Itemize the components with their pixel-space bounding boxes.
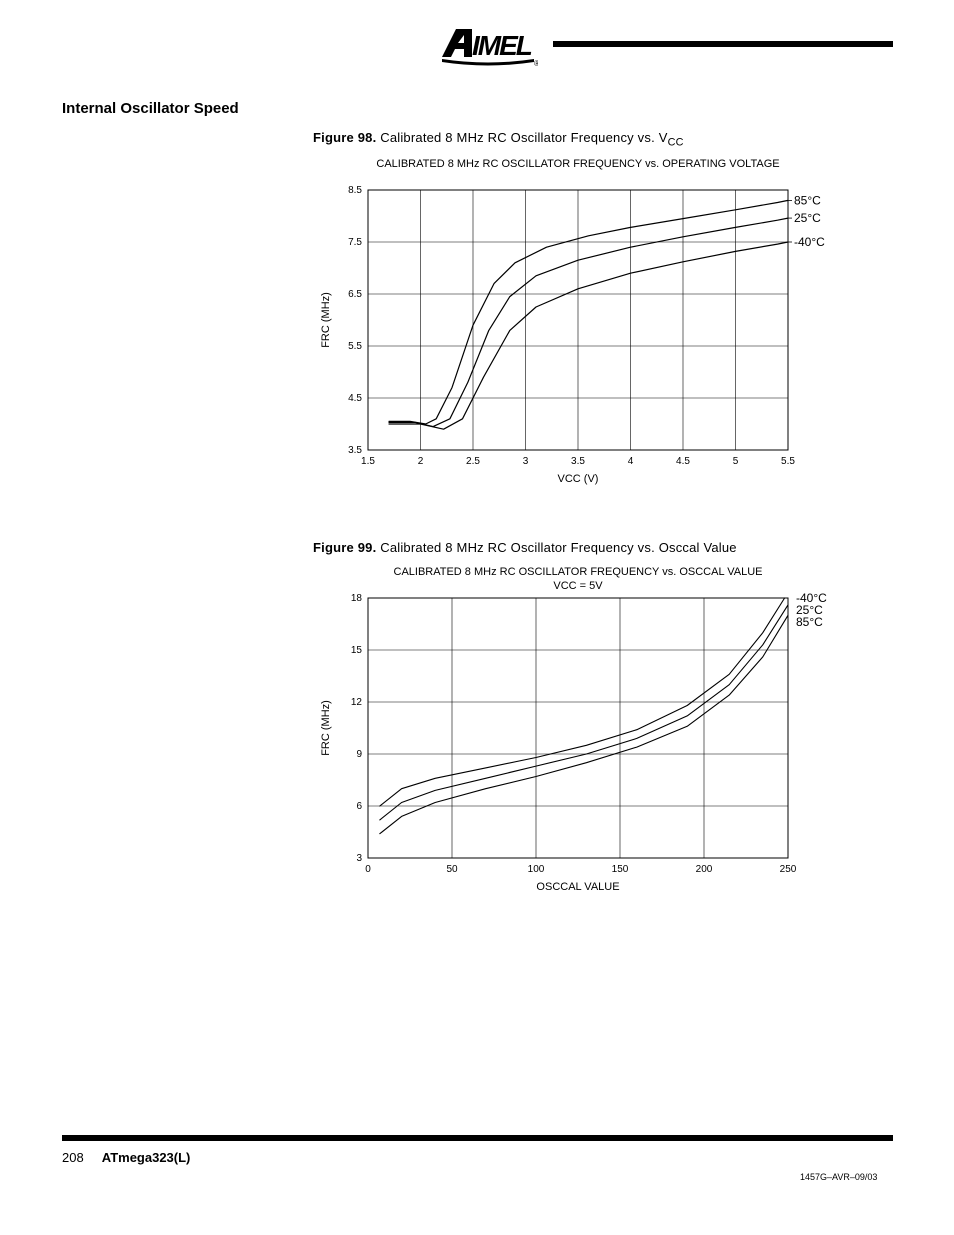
section-heading: Internal Oscillator Speed — [62, 100, 242, 119]
svg-text:FRC (MHz): FRC (MHz) — [320, 700, 332, 756]
svg-text:VCC (V): VCC (V) — [558, 473, 599, 485]
svg-text:25°C: 25°C — [794, 211, 821, 225]
svg-text:3.5: 3.5 — [571, 456, 585, 467]
svg-text:CALIBRATED 8 MHz RC OSCILLATOR: CALIBRATED 8 MHz RC OSCILLATOR FREQUENCY… — [376, 158, 779, 170]
svg-text:85°C: 85°C — [794, 193, 821, 207]
figure-98-sub: CC — [668, 137, 684, 149]
svg-text:VCC = 5V: VCC = 5V — [553, 580, 603, 592]
svg-text:6.5: 6.5 — [348, 289, 362, 300]
svg-text:5.5: 5.5 — [781, 456, 795, 467]
svg-text:CALIBRATED 8 MHz RC OSCILLATOR: CALIBRATED 8 MHz RC OSCILLATOR FREQUENCY… — [394, 566, 763, 578]
brand-logo: IMEL® — [438, 26, 538, 68]
figure-98-caption: Figure 98. Calibrated 8 MHz RC Oscillato… — [313, 130, 684, 149]
svg-text:250: 250 — [780, 864, 797, 875]
svg-text:6: 6 — [356, 801, 362, 812]
svg-text:IMEL: IMEL — [472, 30, 532, 61]
footer-rule — [62, 1135, 893, 1141]
figure-98-label: Figure 98. — [313, 130, 376, 145]
svg-text:4: 4 — [628, 456, 634, 467]
svg-text:50: 50 — [446, 864, 458, 875]
svg-text:-40°C: -40°C — [794, 235, 825, 249]
svg-text:150: 150 — [612, 864, 629, 875]
figure-99-chart: CALIBRATED 8 MHz RC OSCILLATOR FREQUENCY… — [313, 563, 853, 903]
figure-98-rest: Calibrated 8 MHz RC Oscillator Frequency… — [376, 130, 667, 145]
svg-text:3: 3 — [356, 853, 362, 864]
svg-text:85°C: 85°C — [796, 615, 823, 629]
page: IMEL® Internal Oscillator Speed Figure 9… — [0, 0, 954, 1235]
svg-text:2.5: 2.5 — [466, 456, 480, 467]
footer-doc-title: ATmega323(L) — [102, 1150, 191, 1165]
figure-99-label: Figure 99. — [313, 540, 376, 555]
figure-98-chart: CALIBRATED 8 MHz RC OSCILLATOR FREQUENCY… — [313, 155, 853, 495]
svg-text:5.5: 5.5 — [348, 341, 362, 352]
page-number: 208 ATmega323(L) — [62, 1150, 190, 1165]
svg-text:12: 12 — [351, 697, 363, 708]
svg-text:OSCCAL VALUE: OSCCAL VALUE — [536, 881, 619, 893]
svg-text:4.5: 4.5 — [676, 456, 690, 467]
header-rule — [553, 41, 893, 47]
svg-text:100: 100 — [528, 864, 545, 875]
footer-doc-id: 1457G–AVR–09/03 — [800, 1172, 877, 1182]
svg-text:4.5: 4.5 — [348, 393, 362, 404]
svg-text:FRC (MHz): FRC (MHz) — [320, 292, 332, 348]
svg-text:9: 9 — [356, 749, 362, 760]
svg-text:7.5: 7.5 — [348, 237, 362, 248]
svg-text:15: 15 — [351, 645, 363, 656]
svg-text:1.5: 1.5 — [361, 456, 375, 467]
svg-text:5: 5 — [733, 456, 739, 467]
svg-text:18: 18 — [351, 593, 363, 604]
figure-99-caption: Figure 99. Calibrated 8 MHz RC Oscillato… — [313, 540, 737, 555]
svg-text:8.5: 8.5 — [348, 185, 362, 196]
page-number-value: 208 — [62, 1150, 84, 1165]
svg-text:®: ® — [534, 59, 538, 68]
svg-text:0: 0 — [365, 864, 371, 875]
svg-text:200: 200 — [696, 864, 713, 875]
svg-text:3: 3 — [523, 456, 529, 467]
figure-99-rest: Calibrated 8 MHz RC Oscillator Frequency… — [376, 540, 736, 555]
section-heading-l1: Internal Oscillator Speed — [62, 100, 239, 117]
svg-text:2: 2 — [418, 456, 424, 467]
svg-text:3.5: 3.5 — [348, 445, 362, 456]
